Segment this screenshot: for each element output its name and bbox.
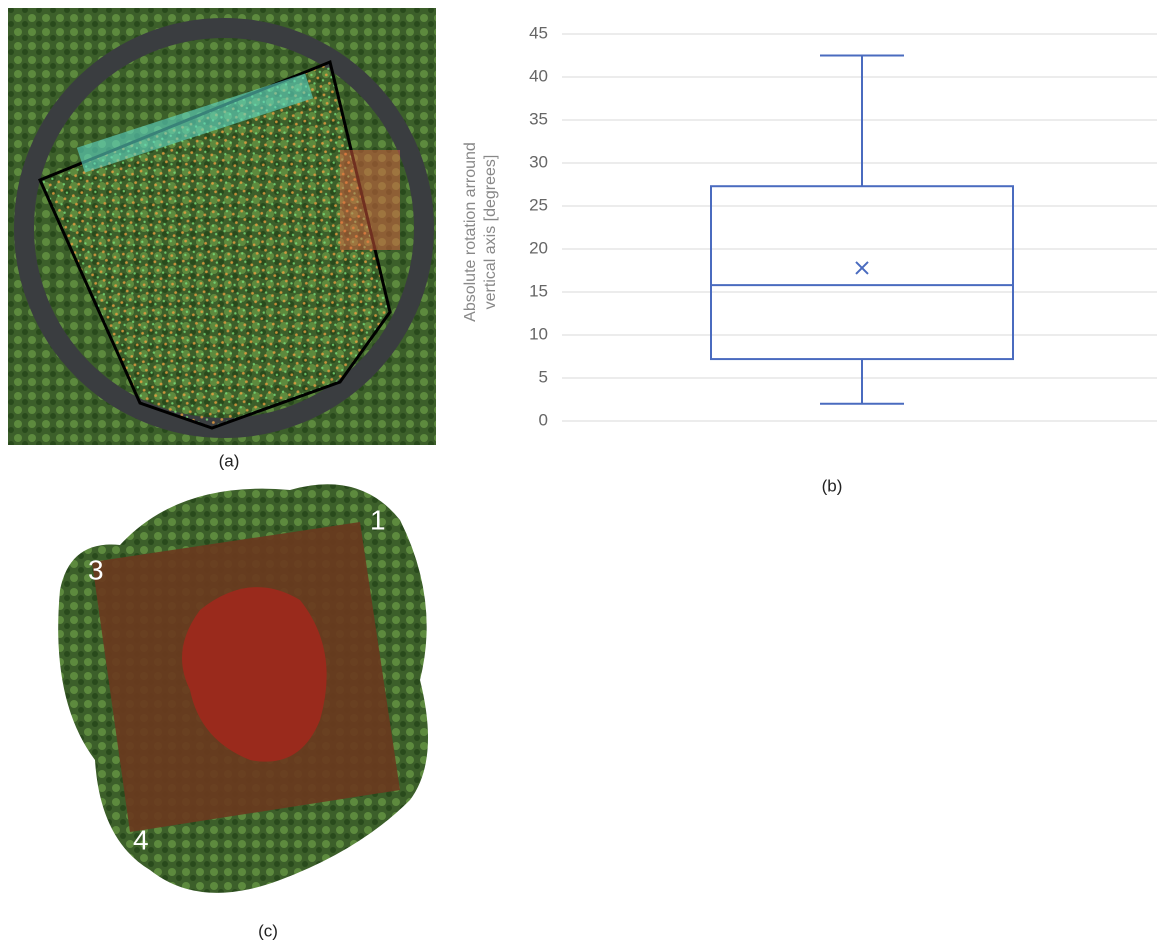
y-tick-label: 25	[529, 195, 548, 214]
outline	[37, 59, 392, 430]
y-tick-label: 10	[529, 324, 548, 343]
y-tick-label: 0	[539, 410, 548, 429]
y-tick-label: 40	[529, 66, 548, 85]
panel-label: (c)	[258, 921, 278, 940]
corner-number: 4	[133, 824, 149, 855]
mean-marker	[855, 261, 869, 275]
panel-label: (a)	[219, 451, 240, 470]
y-tick-label: 20	[529, 238, 548, 257]
vector-band	[340, 150, 400, 250]
vector-band	[76, 73, 314, 173]
y-tick-label: 15	[529, 281, 548, 300]
corner-number: 1	[370, 504, 386, 535]
panel-label: (b)	[822, 476, 843, 495]
y-tick-label: 35	[529, 109, 548, 128]
y-tick-label: 45	[529, 23, 548, 42]
corner-number: 3	[88, 554, 104, 585]
y-axis-label: Absolute rotation arround vertical axis …	[462, 142, 499, 322]
ring	[14, 18, 434, 438]
red-region	[182, 587, 327, 762]
y-tick-label: 5	[539, 367, 548, 386]
box	[710, 185, 1014, 361]
y-tick-label: 30	[529, 152, 548, 171]
